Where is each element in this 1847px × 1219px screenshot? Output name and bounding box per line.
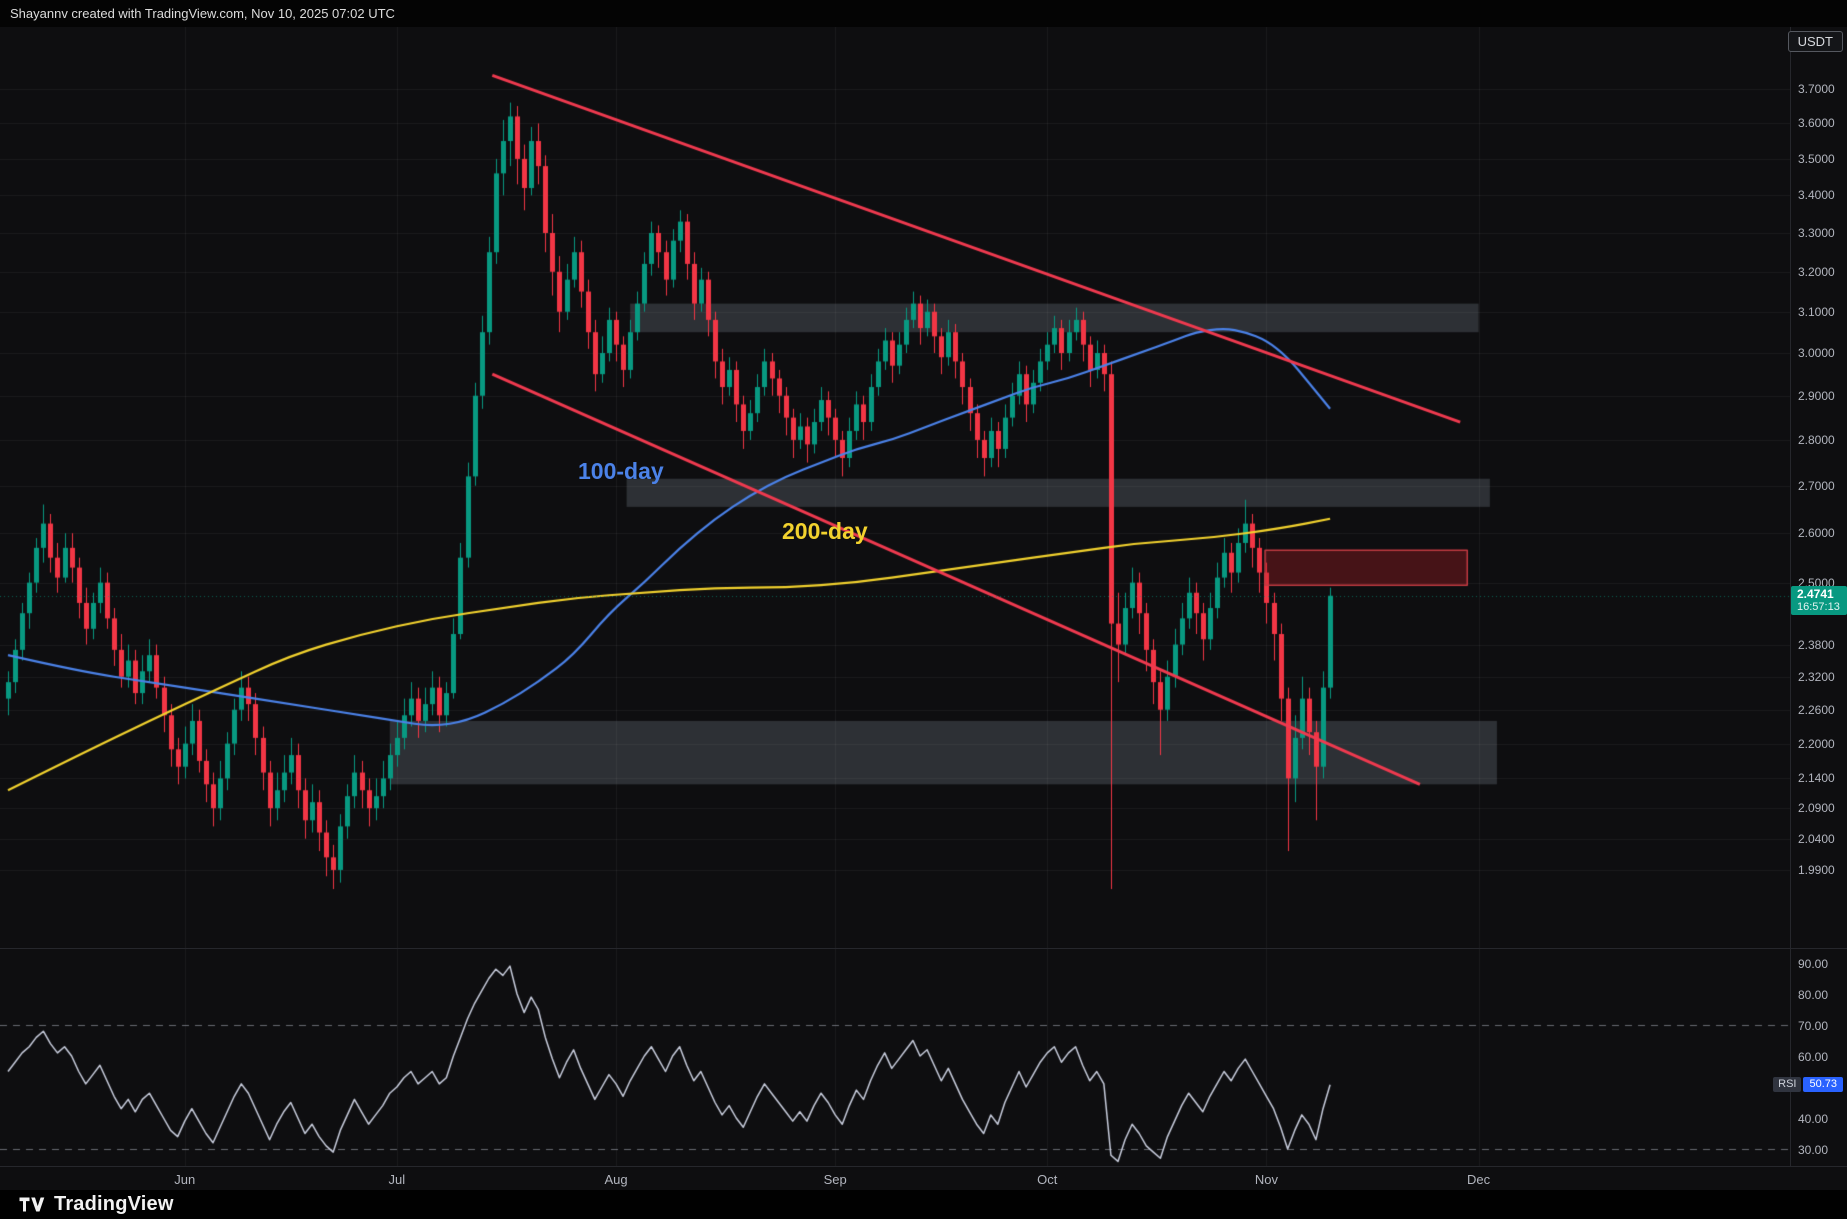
price-axis-label: 2.7000 (1798, 478, 1835, 493)
ma200-label[interactable]: 200-day (782, 518, 868, 544)
price-axis-label: 3.1000 (1798, 304, 1835, 319)
rsi-axis[interactable]: 90.00 80.00 70.00 60.00 40.00 30.00 (1790, 948, 1847, 1166)
tradingview-logo-text[interactable]: TradingView (54, 1193, 174, 1215)
rsi-badge: RSI 50.73 (1773, 1077, 1843, 1092)
price-axis-label: 2.6000 (1798, 526, 1835, 541)
price-axis-label: 2.2600 (1798, 702, 1835, 717)
price-axis[interactable]: 3.7000 3.6000 3.5000 3.4000 3.3000 3.2000 3.10… (1790, 27, 1847, 948)
attribution-text: Shayannv created with TradingView.com, N… (10, 6, 395, 21)
current-price-value: 2.4741 (1797, 587, 1834, 601)
current-price-badge: 2.4741 16:57:13 (1791, 586, 1847, 615)
price-axis-label: 3.6000 (1798, 116, 1835, 131)
price-axis-label: 2.3800 (1798, 637, 1835, 652)
month-label: Nov (1254, 1172, 1279, 1187)
month-label: Jul (388, 1172, 406, 1187)
price-axis-label: 1.9900 (1798, 862, 1835, 877)
footer-bar: TradingView (0, 1190, 1847, 1219)
rsi-axis-label: 90.00 (1798, 957, 1829, 971)
price-axis-label: 2.0900 (1798, 801, 1835, 816)
rsi-axis-label: 80.00 (1798, 988, 1829, 1002)
price-axis-label: 2.5000 (1798, 575, 1835, 590)
tradingview-logo-icon[interactable] (18, 1196, 45, 1213)
price-axis-label: 3.2000 (1798, 264, 1835, 279)
price-axis-label: 2.2000 (1798, 736, 1835, 751)
price-axis-label: 2.9000 (1798, 388, 1835, 403)
month-label: Dec (1466, 1172, 1491, 1187)
price-axis-label: 3.5000 (1798, 151, 1835, 166)
rsi-axis-label: 60.00 (1798, 1050, 1829, 1064)
month-label: Jun (174, 1172, 196, 1187)
time-axis[interactable]: Jun Jul Aug Sep Oct Nov Dec (0, 1166, 1847, 1190)
attribution-bar: Shayannv created with TradingView.com, N… (0, 0, 1847, 27)
candle-countdown-timer: 16:57:13 (1797, 601, 1840, 613)
rsi-axis-label: 70.00 (1798, 1019, 1829, 1033)
price-axis-label: 2.3200 (1798, 669, 1835, 684)
month-label: Aug (604, 1172, 628, 1187)
pane-divider[interactable] (0, 948, 1847, 949)
month-label: Sep (823, 1172, 847, 1187)
ma100-label[interactable]: 100-day (578, 458, 664, 484)
price-axis-label: 3.0000 (1798, 346, 1835, 361)
price-chart-canvas[interactable] (0, 27, 1790, 948)
price-axis-label: 3.4000 (1798, 188, 1835, 203)
price-axis-label: 3.7000 (1798, 81, 1835, 96)
rsi-value-badge: 50.73 (1803, 1077, 1843, 1092)
rsi-name-badge: RSI (1773, 1077, 1802, 1092)
price-axis-label: 2.0400 (1798, 831, 1835, 846)
price-axis-label: 2.1400 (1798, 771, 1835, 786)
quote-currency-badge: USDT (1787, 31, 1843, 52)
price-axis-label: 2.8000 (1798, 432, 1835, 447)
rsi-axis-label: 30.00 (1798, 1143, 1829, 1157)
rsi-axis-label: 40.00 (1798, 1112, 1829, 1126)
price-axis-label: 3.3000 (1798, 225, 1835, 240)
rsi-chart-canvas[interactable] (0, 948, 1790, 1166)
month-label: Oct (1037, 1172, 1058, 1187)
